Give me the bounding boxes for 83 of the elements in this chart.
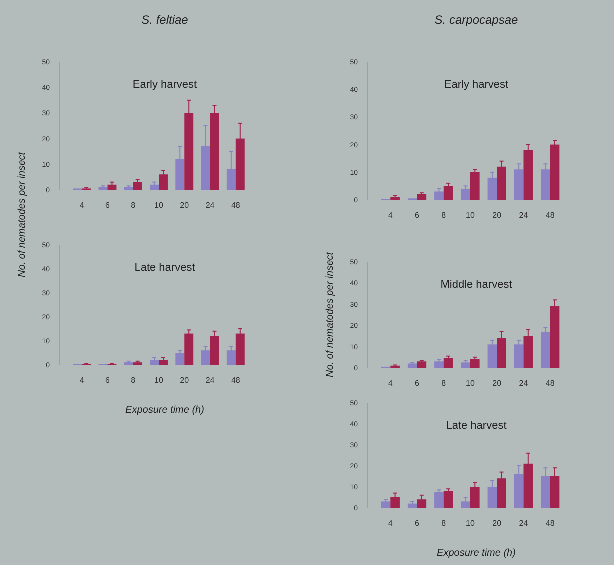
- x-tick-label: 10: [154, 376, 164, 385]
- x-tick-label: 24: [519, 211, 529, 220]
- bar: [390, 498, 400, 508]
- x-tick-label: 20: [492, 211, 502, 220]
- x-tick-label: 48: [231, 201, 241, 210]
- bar: [210, 336, 220, 365]
- x-tick-label: 4: [80, 201, 85, 210]
- bar: [470, 172, 480, 200]
- text: Early harvest: [444, 79, 509, 91]
- x-tick-label: 4: [388, 519, 394, 528]
- text: S. feltiae: [142, 13, 189, 27]
- bar: [434, 362, 444, 368]
- x-axis-title: Exposure time (h): [126, 405, 204, 416]
- x-tick-label: 6: [106, 376, 111, 385]
- x-tick-label: 6: [415, 211, 420, 220]
- bar: [124, 187, 134, 190]
- x-tick-label: 20: [180, 201, 190, 210]
- x-tick-label: 6: [415, 379, 420, 388]
- bar: [133, 182, 142, 190]
- text: Late harvest: [134, 262, 196, 274]
- x-tick-label: 20: [492, 379, 502, 388]
- x-tick-label: 4: [388, 379, 394, 388]
- bar: [184, 334, 194, 365]
- bar: [488, 344, 498, 368]
- x-tick-label: 4: [388, 211, 394, 220]
- x-tick-label: 8: [131, 201, 136, 210]
- bar: [150, 360, 159, 365]
- x-tick-label: 20: [180, 376, 190, 385]
- bar: [159, 174, 168, 190]
- x-tick-label: 48: [546, 211, 556, 220]
- y-axis-title: No. of nematodes per insect: [325, 251, 336, 378]
- bar: [108, 184, 117, 190]
- x-tick-label: 8: [442, 211, 447, 220]
- bar: [434, 192, 444, 200]
- text: Late harvest: [446, 420, 507, 432]
- text: Middle harvest: [440, 279, 512, 291]
- text: Early harvest: [132, 79, 198, 91]
- x-tick-label: 6: [415, 519, 420, 528]
- bar: [201, 350, 210, 365]
- x-tick-label: 10: [154, 201, 164, 210]
- x-tick-label: 48: [231, 376, 241, 385]
- x-tick-label: 10: [466, 211, 476, 220]
- x-tick-label: 4: [80, 376, 85, 385]
- bar: [461, 188, 470, 200]
- bar: [417, 194, 427, 200]
- x-tick-label: 24: [206, 201, 216, 210]
- bar: [444, 358, 454, 368]
- bar: [159, 360, 168, 365]
- x-tick-label: 6: [106, 201, 111, 210]
- x-tick-label: 10: [466, 519, 476, 528]
- bar: [417, 500, 427, 508]
- x-tick-label: 48: [546, 519, 556, 528]
- bar: [444, 186, 454, 200]
- x-tick-label: 48: [546, 379, 556, 388]
- bar: [461, 362, 470, 368]
- bar: [176, 353, 185, 365]
- bar: [408, 504, 418, 508]
- bar: [381, 502, 391, 508]
- bar: [150, 184, 159, 190]
- bar: [417, 362, 427, 368]
- bar: [226, 350, 236, 365]
- bar: [461, 502, 470, 508]
- bar: [444, 491, 454, 508]
- x-tick-label: 20: [492, 519, 502, 528]
- bar: [541, 332, 550, 368]
- x-tick-label: 24: [206, 376, 216, 385]
- bar: [470, 487, 480, 508]
- x-tick-label: 8: [442, 519, 447, 528]
- x-tick-label: 8: [131, 376, 136, 385]
- x-tick-label: 24: [519, 379, 529, 388]
- bar: [470, 360, 480, 368]
- x-tick-label: 10: [466, 379, 476, 388]
- bar: [390, 197, 400, 200]
- bar: [434, 492, 444, 508]
- x-axis-title: Exposure time (h): [437, 548, 516, 559]
- bar: [514, 344, 524, 368]
- x-tick-label: 8: [442, 379, 447, 388]
- bar: [408, 364, 418, 368]
- text: S. carpocapsae: [434, 13, 519, 27]
- bar: [550, 144, 560, 200]
- bar: [236, 334, 245, 365]
- y-axis-title: No. of nematodes per insect: [17, 151, 28, 278]
- x-tick-label: 24: [519, 519, 529, 528]
